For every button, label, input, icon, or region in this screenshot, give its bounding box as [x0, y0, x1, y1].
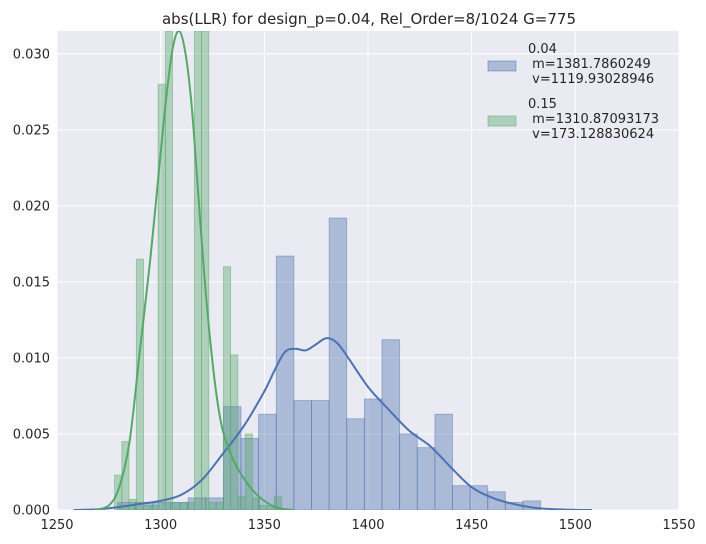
bar-series-1-12	[201, 31, 210, 510]
y-tick-label-5: 0.025	[13, 123, 50, 138]
bar-series-0-11	[311, 400, 330, 510]
legend-text-1-0: 0.15	[528, 97, 557, 112]
x-tick-label-1: 1300	[144, 518, 177, 533]
bar-series-1-13	[208, 501, 217, 510]
legend: 0.04 m=1381.7860249 v=1119.930289460.15 …	[487, 42, 659, 142]
kde-line-series-1	[94, 31, 294, 510]
bar-series-0-20	[469, 485, 489, 510]
bar-series-1-11	[193, 31, 203, 510]
bar-series-1-22	[273, 495, 282, 510]
bar-series-1-14	[215, 501, 224, 510]
y-tick-label-4: 0.020	[13, 199, 50, 214]
y-tick-label-2: 0.010	[13, 351, 50, 366]
bar-series-0-15	[381, 339, 401, 510]
bar-series-0-16	[399, 433, 418, 510]
bar-series-0-14	[363, 398, 383, 510]
x-tick-labels: 1250 1300 1350 1400 1450 1500 1550	[40, 518, 695, 533]
bar-series-0-8	[258, 413, 277, 510]
bar-series-1-10	[186, 501, 195, 510]
x-tick-label-0: 1250	[40, 518, 73, 533]
bar-series-0-21	[487, 491, 506, 510]
bar-series-1-15	[222, 266, 232, 510]
x-tick-label-3: 1400	[351, 518, 384, 533]
legend-text-0-1: m=1381.7860249	[528, 57, 651, 72]
bar-series-1-7	[164, 31, 173, 510]
legend-text-0-0: 0.04	[528, 42, 557, 57]
x-tick-label-4: 1450	[455, 518, 488, 533]
bar-series-0-12	[328, 217, 348, 510]
y-tick-labels: 0.000 0.005 0.010 0.015 0.020 0.025 0.030	[13, 47, 50, 518]
bar-series-0-13	[346, 418, 365, 510]
bar-series-0-17	[416, 447, 436, 510]
y-tick-label-6: 0.030	[13, 47, 50, 62]
bar-series-1-16	[230, 354, 239, 510]
bar-series-1-18	[244, 433, 253, 510]
legend-swatch-1	[487, 115, 517, 127]
x-tick-label-2: 1350	[248, 518, 281, 533]
bar-series-1-20	[259, 505, 268, 510]
bar-series-1-8	[172, 501, 181, 510]
bar-series-1-3	[135, 258, 144, 510]
bar-series-0-18	[434, 413, 453, 510]
x-tick-label-6: 1550	[662, 518, 695, 533]
bar-series-0-9	[275, 255, 295, 510]
chart-title: abs(LLR) for design_p=0.04, Rel_Order=8/…	[162, 10, 576, 29]
bar-series-1-19	[252, 497, 261, 510]
kde-line-series-0	[73, 337, 592, 510]
bar-series-1-9	[179, 501, 188, 510]
legend-text-1-2: v=173.128830624	[528, 127, 654, 142]
bar-series-1-4	[143, 505, 152, 510]
histogram-bars	[114, 31, 542, 510]
y-tick-label-0: 0.000	[13, 504, 50, 519]
legend-text-1-1: m=1310.87093173	[528, 112, 659, 127]
x-tick-label-5: 1500	[559, 518, 592, 533]
kde-curves	[73, 31, 592, 510]
bar-series-1-5	[150, 505, 159, 510]
bar-series-0-10	[293, 400, 312, 510]
y-tick-label-1: 0.005	[13, 427, 50, 442]
legend-swatch-0	[487, 60, 517, 72]
bar-series-1-17	[237, 495, 246, 510]
legend-text-0-2: v=1119.93028946	[528, 72, 654, 87]
y-tick-label-3: 0.015	[13, 275, 50, 290]
bar-series-0-19	[452, 485, 471, 510]
